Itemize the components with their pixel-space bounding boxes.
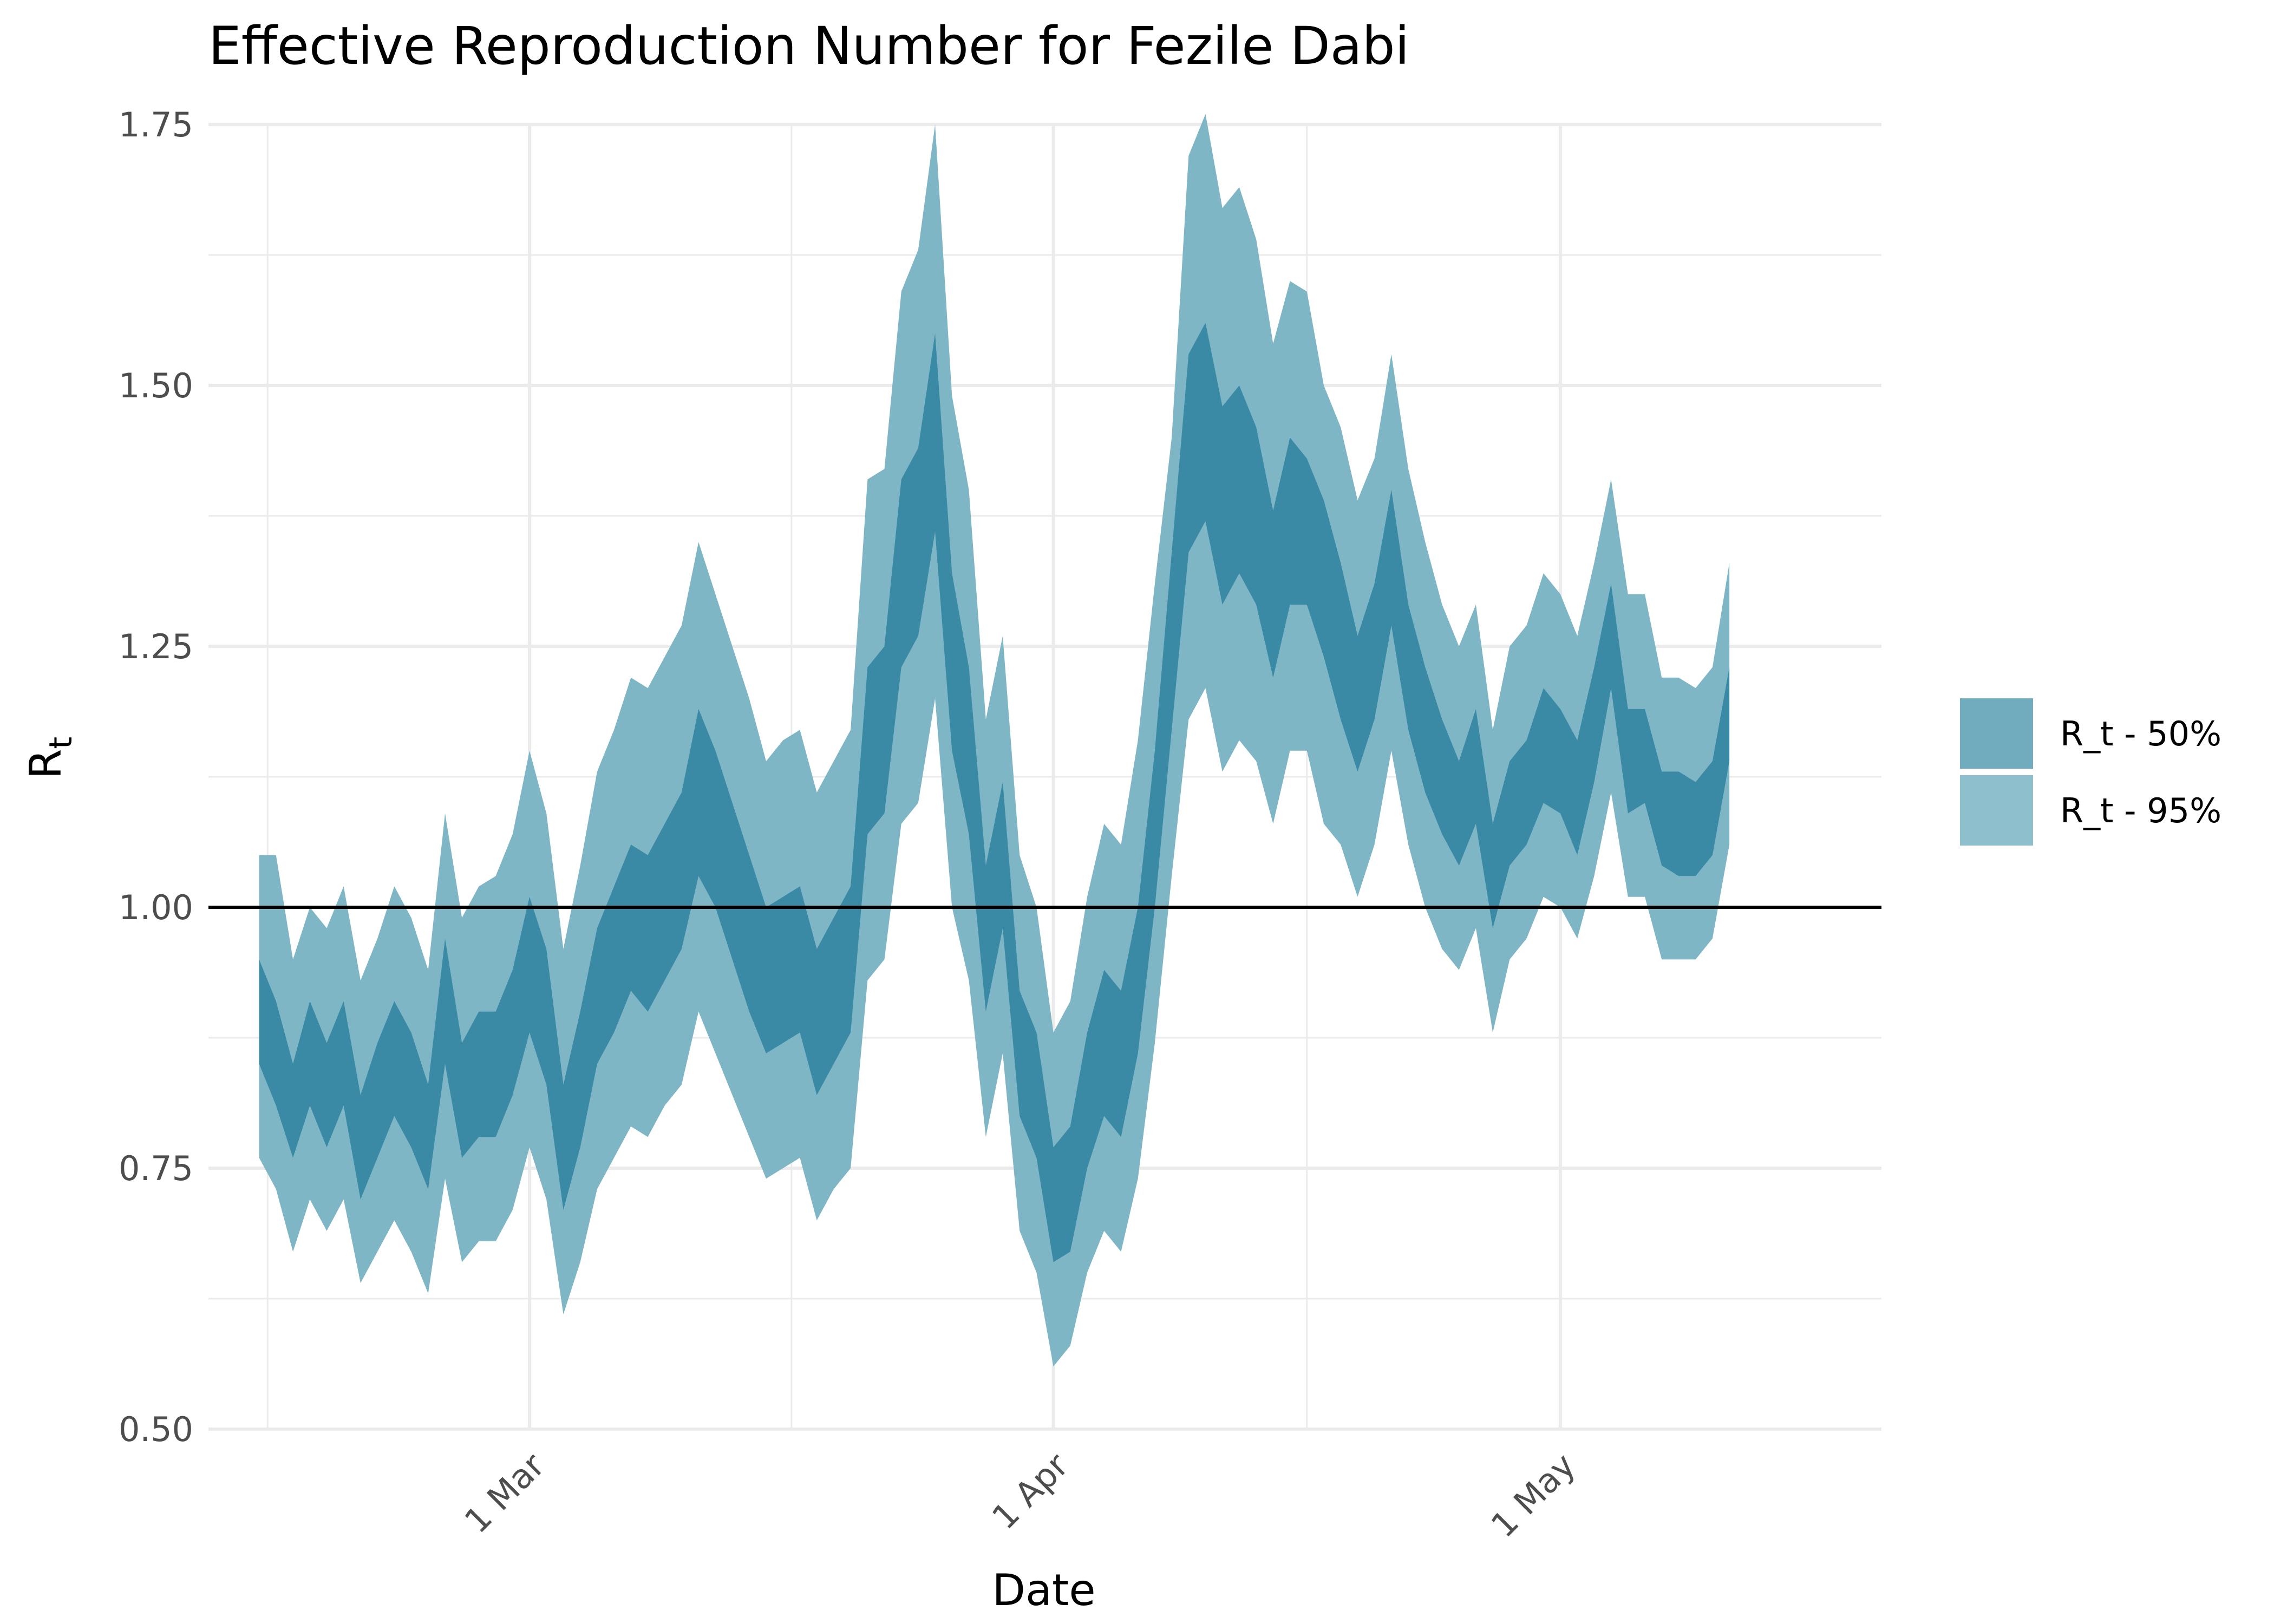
- legend-label: R_t - 50%: [2060, 714, 2221, 754]
- y-tick-label: 0.50: [119, 1410, 193, 1449]
- x-axis-title: Date: [992, 1565, 1095, 1615]
- chart-title: Effective Reproduction Number for Fezile…: [208, 16, 1409, 76]
- y-tick-label: 1.75: [119, 105, 193, 145]
- legend-label: R_t - 95%: [2060, 791, 2221, 830]
- y-tick-labels: 0.50 0.75 1.00 1.25 1.50 1.75: [119, 105, 193, 1449]
- bands: [259, 114, 1730, 1367]
- y-axis-title-main: R: [21, 749, 71, 780]
- band-95: [259, 114, 1730, 1367]
- y-tick-label: 1.25: [119, 627, 193, 666]
- legend-swatch-95: [1960, 775, 2033, 846]
- y-tick-label: 1.50: [119, 366, 193, 405]
- band-50: [259, 323, 1730, 1262]
- legend-swatch-50: [1960, 698, 2033, 769]
- y-axis-title: Rt: [21, 737, 79, 779]
- y-axis-title-subscript: t: [42, 737, 79, 749]
- y-tick-label: 0.75: [119, 1149, 193, 1188]
- legend: R_t - 50% R_t - 95%: [1960, 698, 2221, 846]
- y-tick-label: 1.00: [119, 888, 193, 927]
- svg-text:Rt: Rt: [21, 737, 79, 779]
